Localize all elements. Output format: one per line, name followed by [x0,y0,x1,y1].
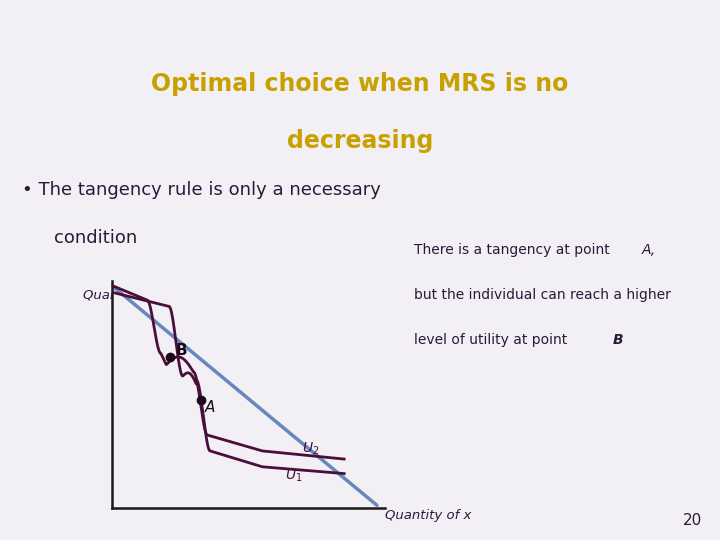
Text: B: B [613,333,624,347]
Text: level of utility at point: level of utility at point [414,333,575,347]
Text: decreasing: decreasing [287,129,433,153]
Text: A,: A, [642,243,656,257]
Text: Optimal choice when MRS is no: Optimal choice when MRS is no [151,72,569,96]
Text: Quantity of y: Quantity of y [83,289,169,302]
Text: • The tangency rule is only a necessary: • The tangency rule is only a necessary [22,181,380,199]
Text: $U_2$: $U_2$ [302,440,319,457]
Text: A: A [204,400,215,415]
Text: B: B [176,342,187,357]
Text: 20: 20 [683,513,702,528]
Text: but the individual can reach a higher: but the individual can reach a higher [414,288,671,302]
Text: Quantity of x: Quantity of x [385,509,472,522]
Text: condition: condition [54,229,138,247]
Text: There is a tangency at point: There is a tangency at point [414,243,617,257]
Text: $U_1$: $U_1$ [285,468,302,484]
